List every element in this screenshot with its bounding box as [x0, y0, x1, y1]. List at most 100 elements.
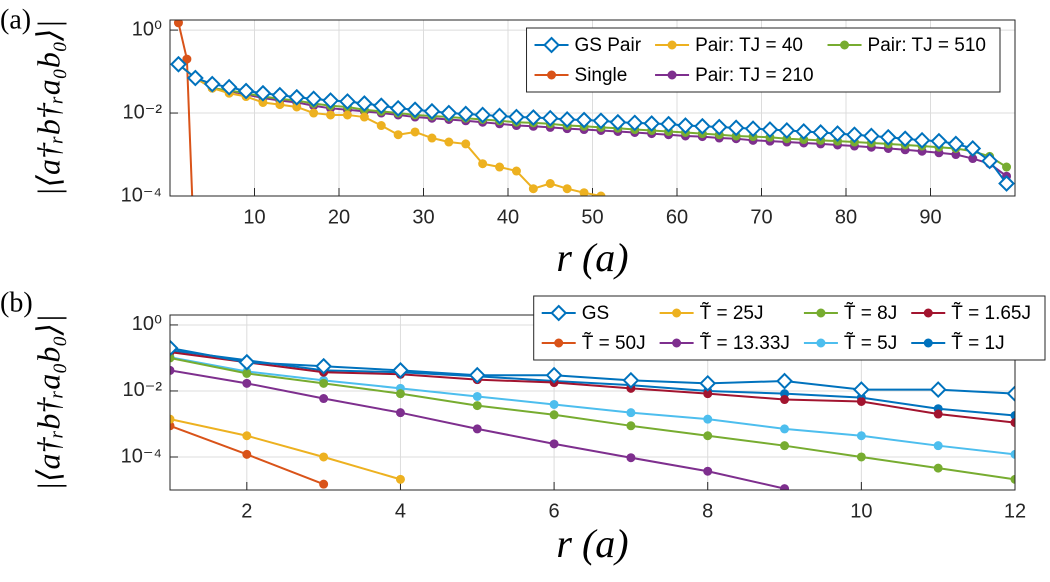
- legend-item: GS: [541, 303, 609, 324]
- marker-circle: [626, 453, 636, 463]
- marker-circle: [545, 179, 555, 189]
- marker-circle: [780, 395, 790, 405]
- marker-circle: [528, 184, 538, 194]
- marker-diamond: [238, 353, 256, 371]
- legend-box: [526, 27, 1001, 93]
- marker-diamond: [879, 128, 897, 146]
- marker-diamond: [930, 132, 948, 150]
- marker-circle: [170, 414, 175, 424]
- x-axis-label: r (a): [556, 235, 628, 280]
- marker-diamond: [626, 114, 644, 132]
- marker-diamond: [271, 86, 289, 104]
- marker-circle: [856, 452, 866, 462]
- marker-diamond: [727, 119, 745, 137]
- legend-item: T̃ = 50J: [541, 332, 646, 354]
- marker-circle: [780, 484, 790, 490]
- legend-label: Single: [575, 65, 628, 86]
- marker-diamond: [852, 381, 870, 399]
- x-tick-label: 10: [850, 500, 872, 522]
- marker-diamond: [795, 123, 813, 140]
- x-tick-label: 20: [328, 206, 350, 228]
- legend-label: Pair: TJ = 510: [868, 35, 986, 56]
- legend-item: Pair: TJ = 40: [655, 35, 803, 56]
- marker-diamond: [524, 109, 542, 126]
- marker-circle: [667, 40, 677, 50]
- panel-label: (b): [0, 287, 33, 318]
- marker-circle: [596, 191, 606, 196]
- marker-diamond: [812, 124, 830, 141]
- marker-circle: [703, 466, 713, 476]
- legend-label: GS: [582, 303, 609, 324]
- marker-circle: [393, 130, 403, 140]
- legend-item: T̃ = 13.33J: [659, 332, 790, 354]
- x-axis-label: r (a): [556, 521, 628, 566]
- x-tick-label: 70: [750, 206, 772, 228]
- y-axis-label: |⟨a†ᵣb†ᵣa₀b₀⟩|: [30, 20, 66, 197]
- marker-diamond: [237, 82, 255, 100]
- marker-circle: [319, 452, 329, 462]
- marker-circle: [549, 439, 559, 449]
- marker-diamond: [545, 366, 563, 384]
- marker-circle: [395, 389, 405, 399]
- marker-circle: [319, 394, 329, 404]
- marker-circle: [626, 408, 636, 418]
- marker-circle: [856, 396, 866, 406]
- marker-circle: [410, 127, 420, 137]
- x-tick-label: 80: [835, 206, 857, 228]
- marker-diamond: [558, 111, 576, 128]
- marker-circle: [923, 308, 933, 318]
- marker-diamond: [170, 339, 179, 357]
- marker-diamond: [998, 175, 1015, 192]
- marker-diamond: [609, 113, 627, 131]
- marker-diamond: [392, 361, 409, 379]
- y-tick-label: 10⁻²: [123, 379, 163, 401]
- legend-label: T̃ = 1J: [951, 332, 1004, 354]
- marker-circle: [667, 70, 677, 80]
- marker-diamond: [339, 93, 356, 110]
- marker-circle: [191, 275, 199, 283]
- series-line: [170, 418, 401, 481]
- marker-diamond: [913, 131, 931, 149]
- marker-diamond: [372, 97, 390, 115]
- marker-circle: [856, 431, 866, 441]
- marker-diamond: [829, 125, 846, 142]
- marker-circle: [182, 54, 192, 64]
- marker-diamond: [677, 117, 694, 134]
- legend: GS T̃ = 25J T̃ = 8J T̃ = 1.65J T̃ = 50J T̃ = …: [533, 295, 1046, 361]
- y-axis-label: |⟨a†ᵣb†ᵣa₀b₀⟩|: [30, 314, 66, 491]
- marker-circle: [1002, 162, 1012, 172]
- marker-circle: [933, 463, 943, 473]
- marker-circle: [933, 441, 943, 451]
- marker-circle: [1010, 449, 1015, 459]
- marker-circle: [242, 431, 252, 441]
- legend-item: T̃ = 8J: [803, 302, 897, 324]
- marker-circle: [342, 110, 352, 120]
- legend-item: Pair: TJ = 510: [827, 35, 986, 56]
- marker-diamond: [699, 374, 717, 392]
- marker-diamond: [575, 111, 593, 129]
- series: [170, 421, 329, 489]
- marker-circle: [395, 408, 405, 418]
- marker-diamond: [457, 105, 475, 123]
- marker-diamond: [440, 104, 458, 122]
- x-tick-label: 8: [702, 500, 713, 522]
- y-tick-label: 10⁰: [132, 313, 162, 335]
- marker-diamond: [541, 109, 559, 127]
- marker-diamond: [693, 117, 711, 135]
- x-tick-label: 50: [581, 206, 603, 228]
- marker-circle: [242, 449, 252, 459]
- marker-diamond: [355, 95, 373, 112]
- marker-circle: [626, 421, 636, 431]
- marker-circle: [549, 399, 559, 409]
- marker-diamond: [203, 75, 221, 93]
- y-tick-label: 10⁰: [132, 18, 162, 40]
- marker-diamond: [761, 121, 779, 138]
- marker-circle: [170, 353, 175, 363]
- legend-item: T̃ = 25J: [659, 302, 764, 324]
- legend-label: Pair: TJ = 210: [695, 65, 813, 86]
- marker-circle: [780, 424, 790, 434]
- marker-circle: [840, 40, 850, 50]
- marker-circle: [359, 112, 369, 122]
- axes-box: [169, 19, 1016, 197]
- series-line: [170, 356, 1015, 456]
